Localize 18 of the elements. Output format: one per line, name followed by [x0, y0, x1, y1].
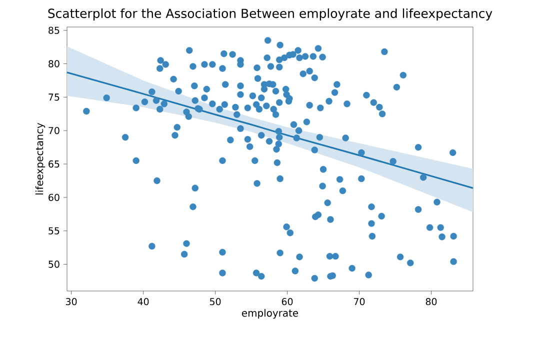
x-tick-label: 30	[66, 298, 77, 306]
x-tick-label: 40	[138, 298, 149, 306]
y-tick-label: 55	[48, 227, 60, 234]
x-tick-label: 70	[354, 298, 365, 306]
y-tick-label: 80	[48, 60, 60, 68]
y-tick-label: 65	[48, 160, 60, 168]
chart-title: Scatterplot for the Association Between employrate and lifeexpectancy	[48, 8, 492, 21]
x-axis-title: employrate	[242, 309, 298, 319]
line-series	[67, 72, 473, 189]
y-tick-label: 85	[48, 26, 60, 34]
y-axis-title: lifeexpectancy	[35, 122, 46, 194]
y-tick-label: 75	[48, 94, 60, 101]
x-tick-label: 60	[282, 298, 293, 306]
x-tick-label: 50	[210, 298, 221, 306]
x-tick-label: 80	[426, 298, 437, 306]
y-tick-label: 60	[48, 194, 60, 202]
y-tick-label: 50	[48, 260, 60, 268]
y-tick-label: 70	[48, 127, 60, 134]
